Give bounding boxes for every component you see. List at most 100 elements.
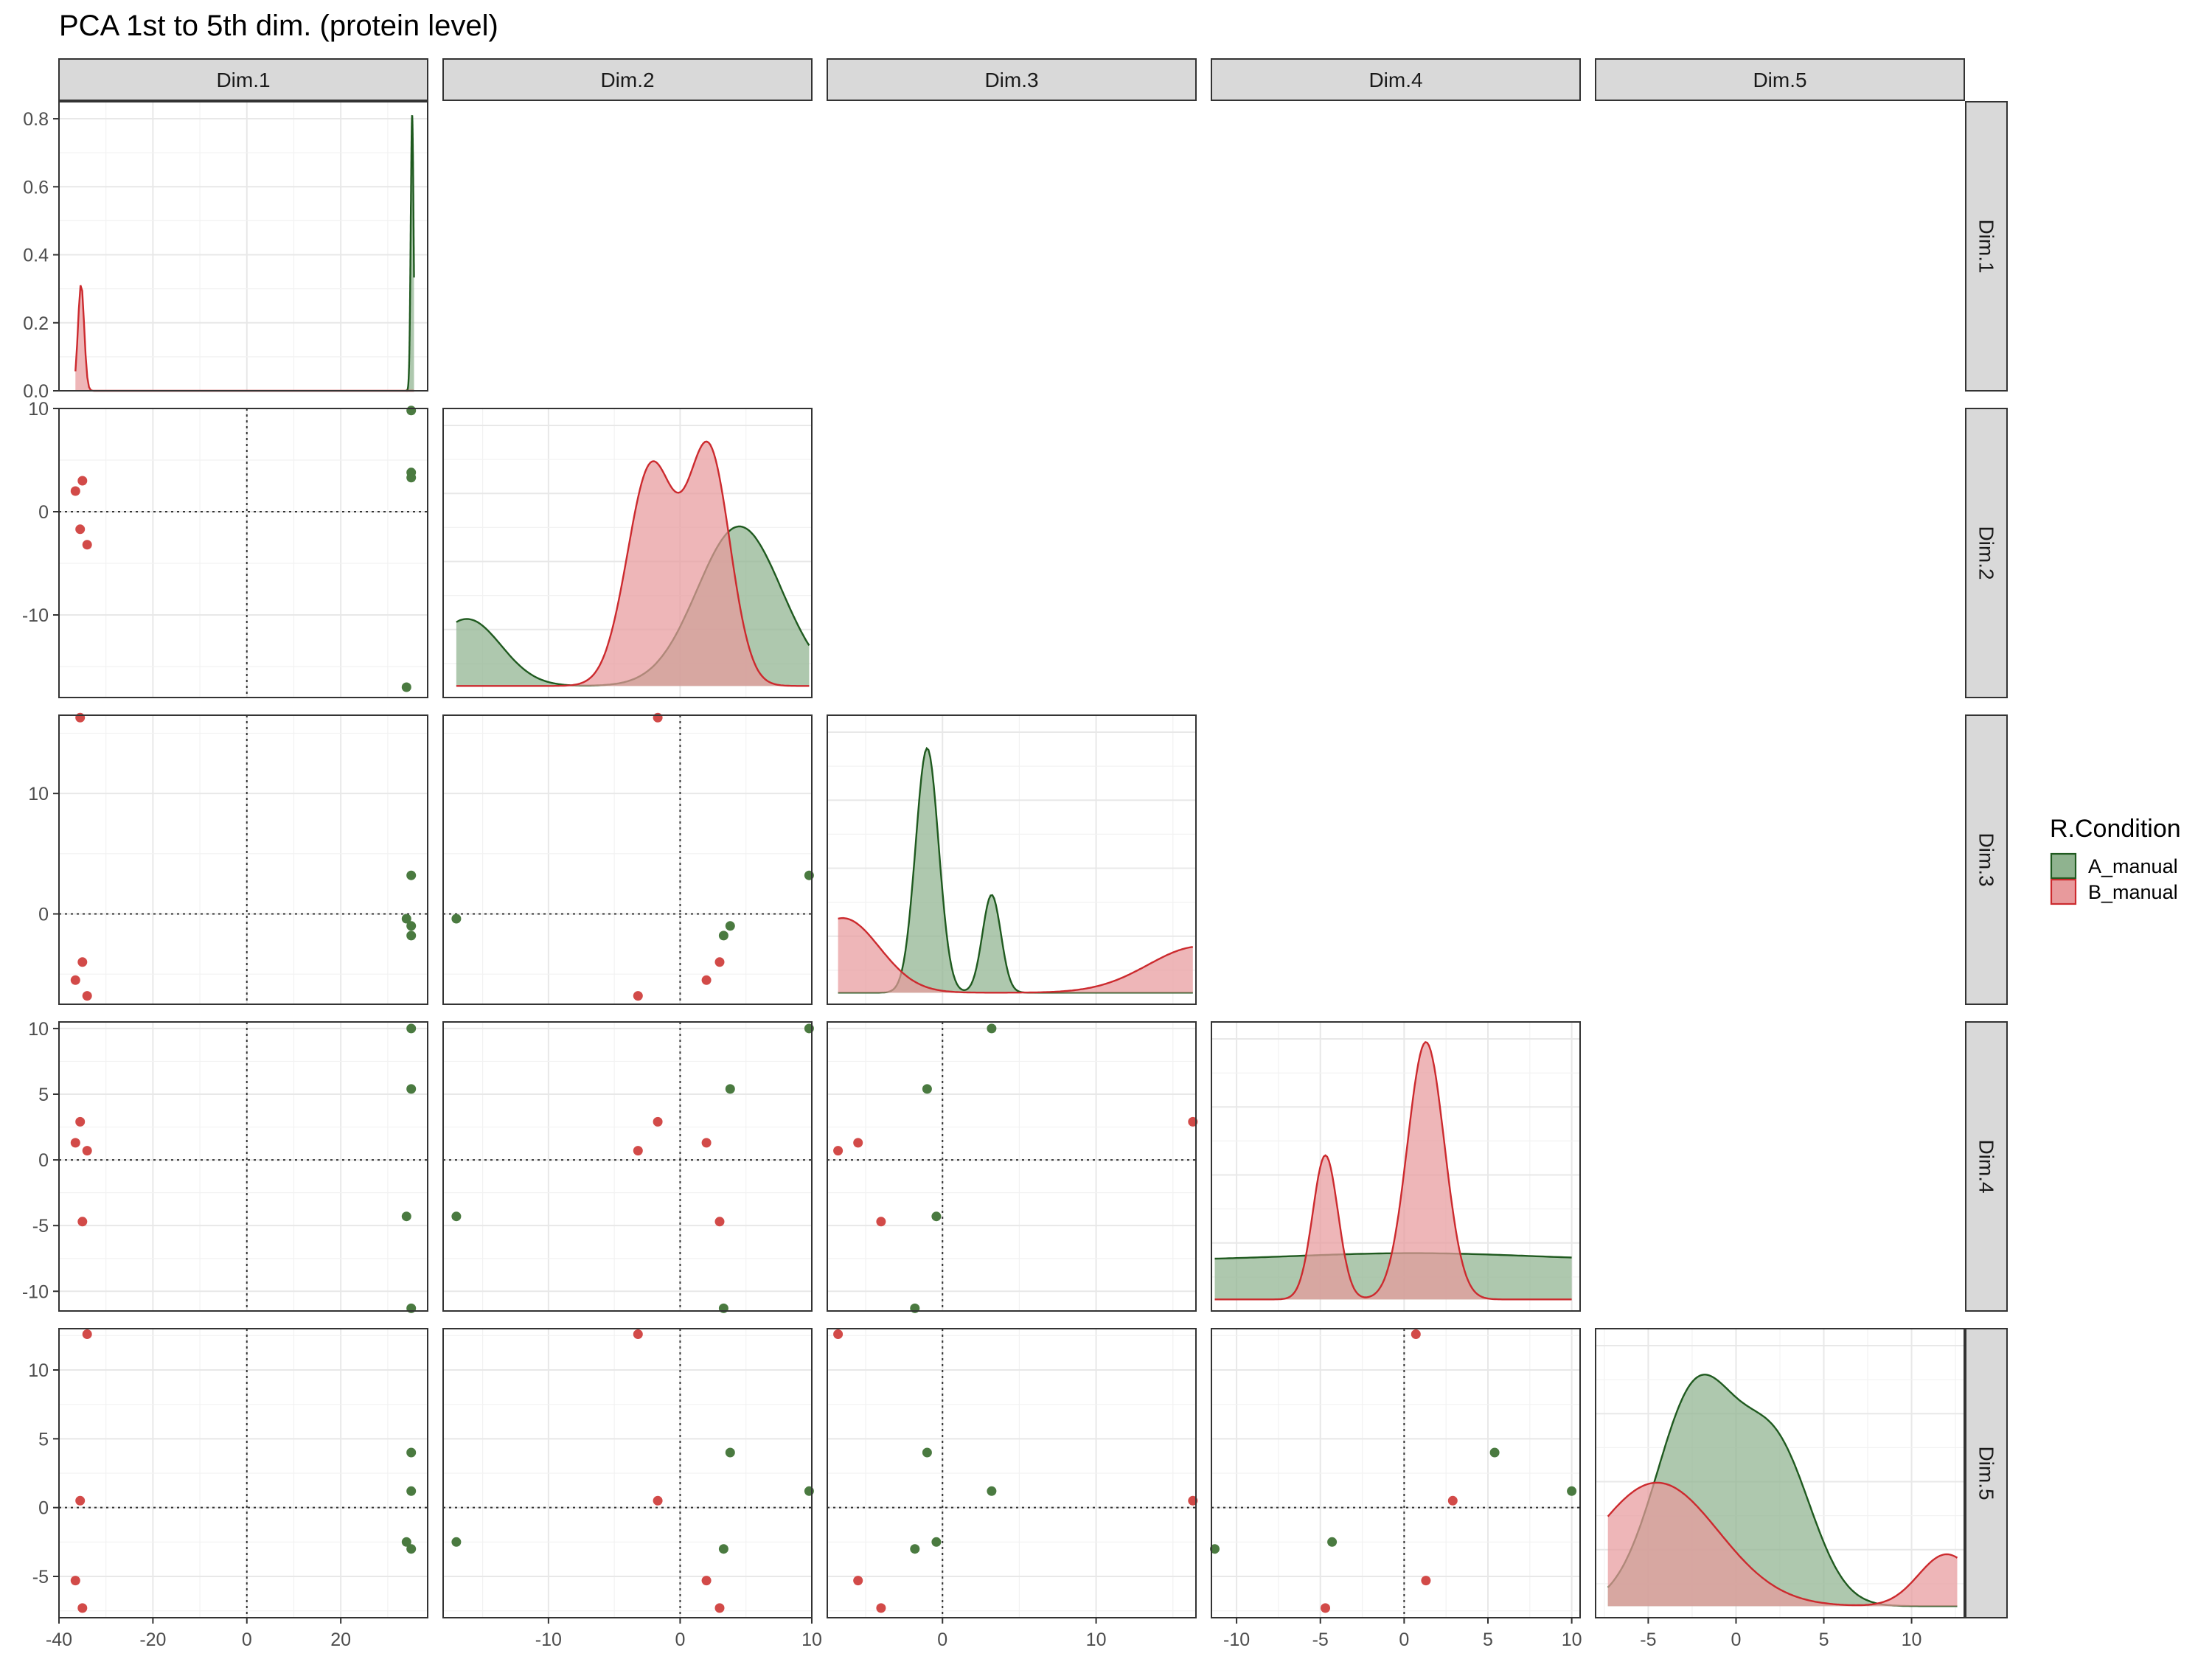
- x-tick-label: 0: [675, 1630, 685, 1650]
- scatter-point-b-manual: [70, 486, 80, 496]
- density-area-a-manual: [838, 748, 1193, 993]
- strip-background: [58, 58, 428, 101]
- y-tick-label: 0: [38, 502, 49, 523]
- x-tick-label: -10: [535, 1630, 562, 1650]
- strip-background: [1211, 58, 1581, 101]
- scatter-point-a-manual: [406, 1084, 417, 1094]
- x-tick-label: -40: [46, 1630, 72, 1650]
- scatter-point-a-manual: [718, 931, 728, 941]
- y-tick-label: 0: [38, 1498, 49, 1519]
- panel-border: [58, 408, 428, 698]
- scatter-point-b-manual: [82, 1146, 92, 1156]
- x-tick-label: -5: [1312, 1630, 1329, 1650]
- strip-label: Dim.5: [1753, 69, 1806, 91]
- scatter-point-b-manual: [653, 1495, 663, 1506]
- scatter-point-b-manual: [701, 1138, 712, 1148]
- scatter-point-b-manual: [853, 1576, 863, 1586]
- panel-dim3-vs-dim1: [58, 712, 428, 1005]
- x-axis-dim5: -5 0 5 10: [1640, 1618, 1921, 1650]
- y-tick-label: 0: [38, 1150, 49, 1171]
- panel-dim4-vs-dim3: [827, 1021, 1198, 1313]
- y-tick-label: 10: [28, 399, 49, 420]
- strip-top-dim1: Dim.1: [58, 58, 428, 101]
- scatter-point-b-manual: [70, 975, 80, 985]
- y-tick-label: -5: [32, 1567, 49, 1587]
- panel-border: [1595, 1328, 1965, 1618]
- panel-background: [443, 1022, 812, 1311]
- legend: R.Condition A_manual B_manual: [2050, 815, 2181, 905]
- density-area-b-manual: [1607, 1482, 1958, 1607]
- scatter-point-a-manual: [406, 1486, 417, 1496]
- legend-entry-b-manual: B_manual: [2050, 878, 2178, 905]
- scatter-point-b-manual: [876, 1603, 886, 1613]
- scatter-point-a-manual: [451, 914, 462, 924]
- scatter-point-a-manual: [401, 682, 411, 692]
- y-axis-dim4: -10 -5 0 5 10: [22, 1019, 59, 1302]
- y-tick-label: 10: [28, 1360, 49, 1381]
- panel-border: [442, 408, 813, 698]
- x-axis-dim2: -10 0 10: [535, 1618, 822, 1650]
- scatter-point-a-manual: [406, 870, 417, 880]
- y-tick-label: 5: [38, 1429, 49, 1450]
- scatter-point-a-manual: [451, 1537, 462, 1547]
- y-axis-dim2: -10 0 10: [22, 399, 59, 626]
- scatter-point-b-manual: [82, 991, 92, 1001]
- panel-background: [443, 715, 812, 1004]
- scatter-point-a-manual: [406, 473, 417, 483]
- strip-top-dim2: Dim.2: [442, 58, 813, 101]
- scatter-point-a-manual: [406, 1544, 417, 1554]
- scatter-point-b-manual: [633, 1146, 643, 1156]
- panel-dim4-vs-dim1: [58, 1021, 428, 1313]
- y-tick-label: 10: [28, 1019, 49, 1040]
- legend-key: [2050, 878, 2077, 905]
- x-axis-dim1: -40 -20 0 20: [46, 1618, 351, 1650]
- scatter-point-a-manual: [451, 1211, 462, 1222]
- panel-border: [58, 1328, 428, 1618]
- panel-dim5-vs-dim2: [442, 1328, 814, 1618]
- x-tick-label: 10: [801, 1630, 822, 1650]
- strip-background: [442, 58, 813, 101]
- x-tick-label: 5: [1819, 1630, 1829, 1650]
- x-tick-label: 0: [1399, 1630, 1409, 1650]
- y-tick-label: 0.4: [23, 246, 49, 266]
- panel-border: [1211, 1021, 1581, 1312]
- x-tick-label: 0: [242, 1630, 252, 1650]
- scatter-point-b-manual: [75, 1116, 86, 1127]
- scatter-point-b-manual: [77, 1603, 88, 1613]
- scatter-point-b-manual: [1447, 1495, 1458, 1506]
- scatter-point-a-manual: [406, 1447, 417, 1458]
- scatter-point-a-manual: [910, 1544, 920, 1554]
- x-axis-dim4: -10 -5 0 5 10: [1223, 1618, 1582, 1650]
- panel-dim5-vs-dim1: [58, 1328, 428, 1618]
- panel-dim5-vs-dim3: [827, 1328, 1198, 1618]
- scatter-point-a-manual: [725, 1084, 735, 1094]
- strip-top-dim5: Dim.5: [1595, 58, 1965, 101]
- chart-title: PCA 1st to 5th dim. (protein level): [59, 10, 498, 42]
- y-tick-label: -10: [22, 1281, 49, 1302]
- strip-label: Dim.5: [1975, 1446, 1998, 1500]
- panel-border: [442, 714, 813, 1005]
- scatter-point-a-manual: [1327, 1537, 1338, 1547]
- panel-border: [827, 714, 1197, 1005]
- scatter-point-b-manual: [714, 1217, 725, 1227]
- scatter-point-b-manual: [77, 1217, 88, 1227]
- strip-label: Dim.3: [1975, 832, 1998, 886]
- scatter-point-b-manual: [833, 1329, 844, 1339]
- strip-label: Dim.1: [216, 69, 270, 91]
- scatter-point-b-manual: [1421, 1576, 1431, 1586]
- scatter-point-b-manual: [75, 524, 86, 535]
- density-line-b-manual: [456, 440, 810, 687]
- scatter-point-a-manual: [922, 1084, 932, 1094]
- strip-background: [1965, 1328, 2008, 1618]
- legend-title: R.Condition: [2050, 815, 2181, 843]
- panel-background: [827, 715, 1196, 1004]
- panel-border: [58, 101, 428, 392]
- panel-border: [58, 1021, 428, 1312]
- x-tick-label: 20: [330, 1630, 351, 1650]
- scatter-point-a-manual: [406, 931, 417, 941]
- scatter-point-b-manual: [833, 1146, 844, 1156]
- panel-dim2-vs-dim1: [58, 406, 428, 698]
- density-line-b-manual: [838, 917, 1193, 994]
- scatter-point-b-manual: [633, 991, 643, 1001]
- y-tick-label: -5: [32, 1216, 49, 1237]
